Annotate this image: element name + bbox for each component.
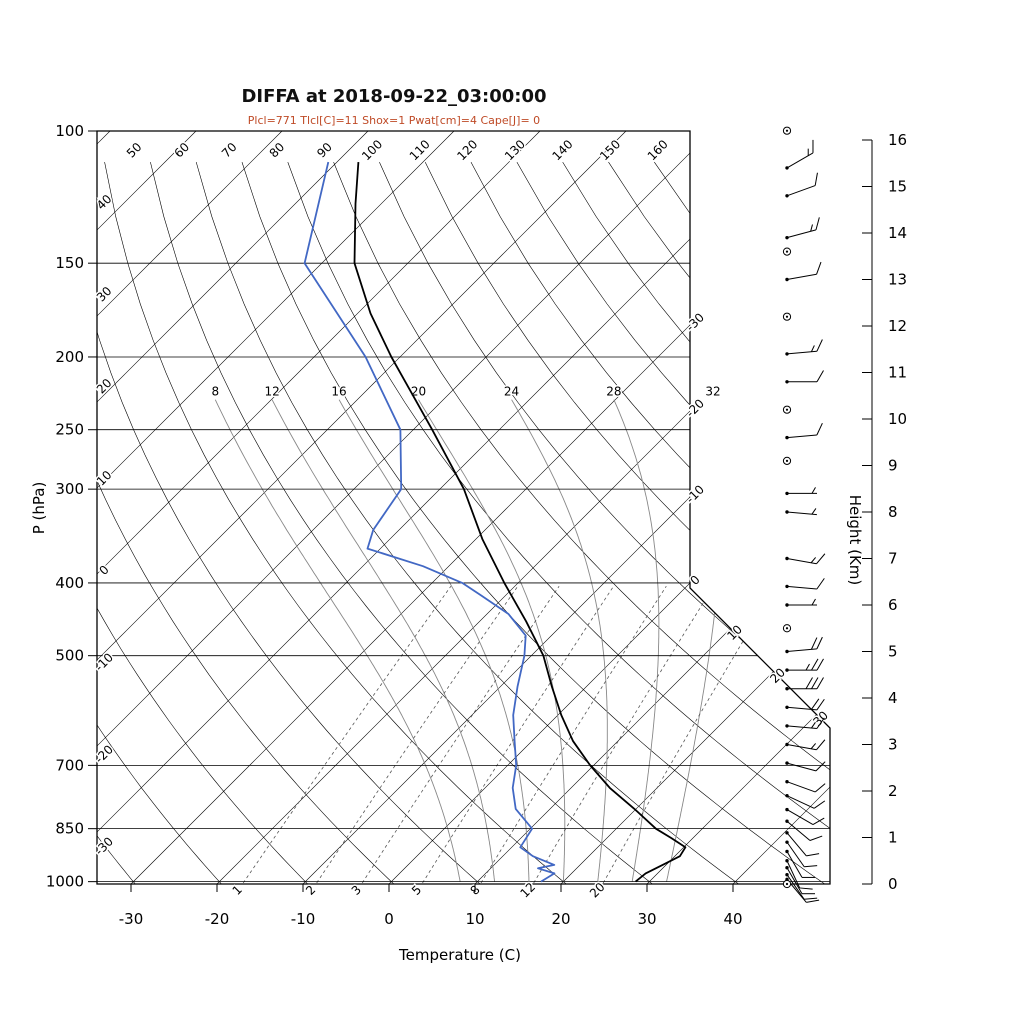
isotherms [97,131,830,884]
skewt-background [97,131,830,884]
svg-text:40: 40 [723,910,742,928]
svg-text:400: 400 [55,574,84,592]
svg-text:-20: -20 [205,910,230,928]
svg-text:3: 3 [349,883,364,898]
background-labels: 50 60 70 80 90 100 110 120 130 140 150 160403020100… [91,136,833,902]
temperature-axis: -30 -20 -10 0 10 20 30 40 Temperature (C) [119,884,743,964]
svg-text:0: 0 [384,910,394,928]
svg-text:9: 9 [888,457,898,475]
wind-barbs [782,126,826,903]
svg-text:12: 12 [888,317,907,335]
svg-text:30: 30 [637,910,656,928]
svg-text:20: 20 [551,910,570,928]
svg-text:1: 1 [230,883,245,898]
svg-text:500: 500 [55,647,84,665]
svg-text:12: 12 [264,385,279,399]
svg-text:160: 160 [645,137,671,163]
svg-text:0: 0 [97,563,112,578]
svg-text:Temperature (C): Temperature (C) [398,946,521,964]
svg-text:0: 0 [888,875,898,893]
svg-text:-10: -10 [92,650,116,674]
svg-text:13: 13 [888,271,907,289]
svg-text:8: 8 [212,385,220,399]
svg-text:130: 130 [502,137,528,163]
pressure-gridlines [97,130,830,883]
svg-text:70: 70 [219,140,240,161]
svg-text:5: 5 [409,883,424,898]
svg-text:16: 16 [888,131,907,149]
svg-text:-10: -10 [683,482,707,506]
svg-text:50: 50 [124,140,145,161]
svg-text:P (hPa): P (hPa) [30,482,48,535]
svg-text:300: 300 [55,480,84,498]
svg-text:10: 10 [465,910,484,928]
svg-text:60: 60 [171,140,192,161]
svg-text:-10: -10 [291,910,316,928]
svg-text:Height (Km): Height (Km) [846,495,864,586]
sounding-curves [303,161,687,883]
svg-text:-20: -20 [683,396,707,420]
dry-adiabats [97,161,830,884]
svg-text:2: 2 [888,782,898,800]
svg-text:3: 3 [888,736,898,754]
svg-text:15: 15 [888,178,907,196]
svg-text:-20: -20 [92,742,116,766]
svg-text:20: 20 [587,880,608,901]
svg-text:700: 700 [55,756,84,774]
svg-text:-30: -30 [92,834,116,858]
svg-text:2: 2 [303,883,318,898]
svg-text:10: 10 [888,410,907,428]
svg-text:11: 11 [888,364,907,382]
plot-boundary [96,130,831,885]
svg-text:140: 140 [550,137,576,163]
chart-subtitle: Plcl=771 Tlcl[C]=11 Shox=1 Pwat[cm]=4 Ca… [247,114,541,127]
svg-text:5: 5 [888,643,898,661]
svg-text:32: 32 [705,385,720,399]
mixing-ratio-lines [242,585,777,884]
temperature-curve [353,162,687,883]
svg-text:250: 250 [55,421,84,439]
svg-text:8: 8 [888,503,898,521]
svg-text:6: 6 [888,596,898,614]
svg-text:12: 12 [517,880,538,901]
svg-text:7: 7 [888,550,898,568]
svg-text:100: 100 [359,137,385,163]
chart-title: DIFFA at 2018-09-22_03:00:00 [241,86,547,107]
svg-text:28: 28 [606,385,621,399]
svg-text:150: 150 [597,137,623,163]
svg-text:1: 1 [888,829,898,847]
svg-text:200: 200 [55,348,84,366]
svg-text:150: 150 [55,254,84,272]
svg-text:-30: -30 [683,310,707,334]
svg-text:-30: -30 [119,910,144,928]
svg-text:1000: 1000 [46,873,84,891]
pressure-axis: 100 150 200 250 300 400 500 700 850 1000 P (hPa) [30,122,97,891]
svg-text:100: 100 [55,122,84,140]
svg-text:110: 110 [407,137,433,163]
svg-text:14: 14 [888,224,907,242]
dewpoint-curve [303,161,556,883]
svg-text:24: 24 [504,385,519,399]
svg-text:16: 16 [331,385,346,399]
svg-text:90: 90 [314,140,335,161]
svg-text:4: 4 [888,689,898,707]
svg-text:120: 120 [454,137,480,163]
svg-text:850: 850 [55,820,84,838]
